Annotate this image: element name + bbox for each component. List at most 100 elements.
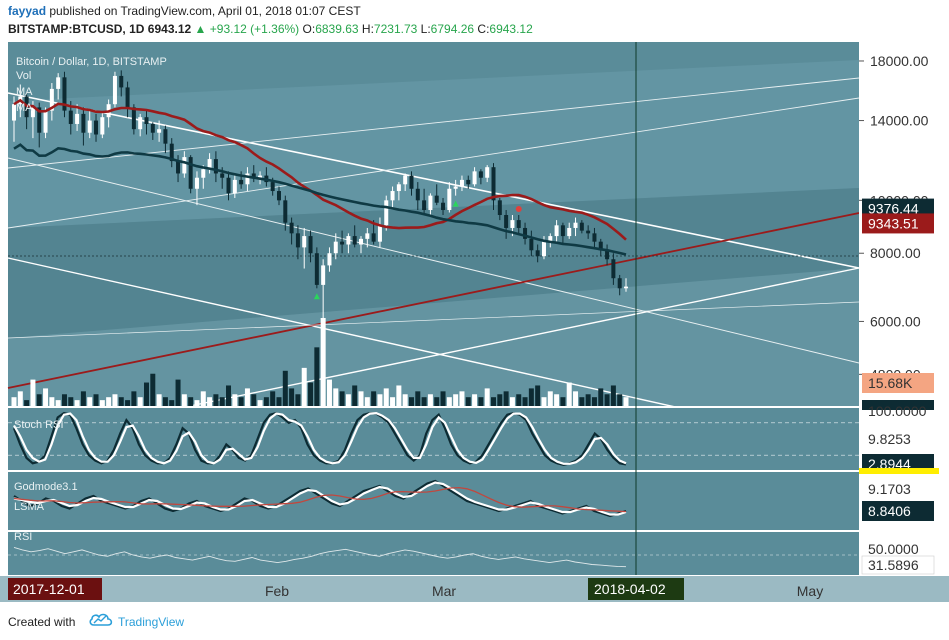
candle-body bbox=[182, 157, 187, 174]
end-date-tag bbox=[588, 578, 684, 600]
start-date-tag bbox=[8, 578, 102, 600]
volume-bar bbox=[169, 400, 175, 406]
price-change: +93.12 (+1.36%) bbox=[209, 22, 300, 36]
volume-bar bbox=[408, 397, 414, 406]
volume-bar bbox=[55, 400, 61, 406]
rsi-value-label: 31.5896 bbox=[868, 557, 919, 573]
rsi-pane[interactable] bbox=[8, 532, 859, 575]
volume-bar bbox=[17, 391, 23, 406]
candle-body bbox=[12, 104, 16, 121]
volume-bar bbox=[112, 394, 118, 406]
candle-body bbox=[157, 129, 162, 133]
trendline-support bbox=[189, 267, 860, 407]
candle-body bbox=[321, 265, 326, 285]
candle-body bbox=[510, 220, 515, 228]
candle-body bbox=[516, 220, 521, 228]
volume-bar bbox=[194, 400, 200, 406]
volume-bar bbox=[49, 397, 55, 406]
candle-body bbox=[472, 171, 477, 185]
godmode-value-tag bbox=[862, 501, 934, 521]
volume-bar bbox=[156, 394, 162, 406]
close-label: C: bbox=[477, 22, 490, 36]
volume-bar bbox=[491, 397, 497, 406]
volume-bar bbox=[99, 400, 105, 406]
volume-bar bbox=[617, 394, 623, 406]
volume-bar bbox=[547, 391, 553, 406]
stoch-line-d bbox=[13, 411, 627, 465]
candle-body bbox=[548, 236, 553, 242]
time-tick-label: Feb bbox=[265, 583, 289, 599]
candle-body bbox=[87, 120, 92, 133]
candle-body bbox=[611, 259, 616, 279]
godmode-title: Godmode3.1 bbox=[14, 481, 78, 493]
volume-bar bbox=[585, 394, 591, 406]
candle-body bbox=[617, 278, 622, 289]
candle-body bbox=[352, 236, 357, 245]
candle-body bbox=[169, 143, 174, 162]
candle-body bbox=[491, 167, 496, 201]
volume-bar bbox=[472, 394, 478, 406]
signal-markers bbox=[313, 200, 522, 300]
time-axis[interactable]: Feb Mar May 2017-12-01 2018-04-02 bbox=[0, 576, 949, 602]
candle-body bbox=[497, 200, 502, 216]
candle-body bbox=[30, 107, 35, 118]
volume-bar bbox=[396, 385, 402, 406]
candle-body bbox=[49, 88, 54, 111]
volume-bar bbox=[610, 385, 616, 406]
volume-bar bbox=[598, 388, 604, 406]
price-tag bbox=[862, 213, 934, 234]
volume-bar bbox=[87, 397, 93, 406]
buy-signal-icon bbox=[452, 200, 459, 207]
volume-bar bbox=[125, 400, 131, 406]
volume-tag bbox=[862, 373, 934, 393]
candle-body bbox=[371, 233, 376, 242]
volume-bar bbox=[251, 394, 257, 406]
volume-bar bbox=[263, 397, 269, 406]
candle-body bbox=[163, 129, 168, 144]
volume-bar bbox=[270, 391, 276, 406]
candle-body bbox=[441, 202, 446, 211]
chart-canvas[interactable]: Bitcoin / Dollar, 1D, BITSTAMP Vol MA MA… bbox=[0, 38, 949, 602]
stoch-tick-label: 100.0000 bbox=[868, 403, 927, 419]
stoch-title: Stoch RSI bbox=[14, 419, 64, 431]
candle-body bbox=[346, 236, 351, 245]
volume-bar bbox=[377, 394, 383, 406]
candle-body bbox=[560, 225, 565, 237]
candle-body bbox=[605, 250, 610, 260]
author-name[interactable]: fayyad bbox=[8, 4, 47, 18]
volume-bar bbox=[74, 400, 80, 406]
volume-bar bbox=[352, 385, 358, 406]
time-axis-bg bbox=[0, 576, 949, 602]
volume-bar bbox=[459, 391, 465, 406]
end-date-label: 2018-04-02 bbox=[594, 581, 666, 597]
volume-bars bbox=[11, 318, 629, 406]
candle-body bbox=[567, 227, 572, 237]
volume-bar bbox=[421, 397, 427, 406]
sell-signal-icon bbox=[515, 206, 522, 213]
rsi-value-tag bbox=[861, 555, 935, 575]
candle-body bbox=[579, 222, 584, 231]
trendline-mid bbox=[7, 157, 860, 364]
price-axis[interactable]: 18000.0014000.0010000.008000.006000.0048… bbox=[859, 38, 949, 602]
candle-body bbox=[232, 179, 237, 194]
volume-bar bbox=[106, 397, 112, 406]
candle-body bbox=[194, 177, 199, 189]
trendline-rising-top bbox=[7, 77, 860, 169]
volume-bar bbox=[150, 373, 156, 406]
candle-body bbox=[333, 241, 338, 254]
tradingview-brand[interactable]: TradingView bbox=[118, 615, 185, 629]
candle-body bbox=[554, 225, 559, 237]
volume-bar bbox=[579, 397, 585, 406]
close-value: 6943.12 bbox=[489, 22, 533, 36]
time-tick-label: May bbox=[797, 583, 823, 599]
price-pane-title: Bitcoin / Dollar, 1D, BITSTAMP bbox=[16, 56, 167, 68]
stoch-pane[interactable] bbox=[8, 408, 859, 470]
stoch-tick-label: 9.8253 bbox=[868, 431, 911, 447]
candle-body bbox=[295, 233, 300, 248]
candle-body bbox=[478, 171, 483, 178]
volume-bar bbox=[390, 397, 396, 406]
volume-bar bbox=[465, 397, 471, 406]
candle-body bbox=[94, 120, 99, 135]
yellow-marker bbox=[859, 468, 939, 474]
candle-body bbox=[56, 77, 61, 89]
